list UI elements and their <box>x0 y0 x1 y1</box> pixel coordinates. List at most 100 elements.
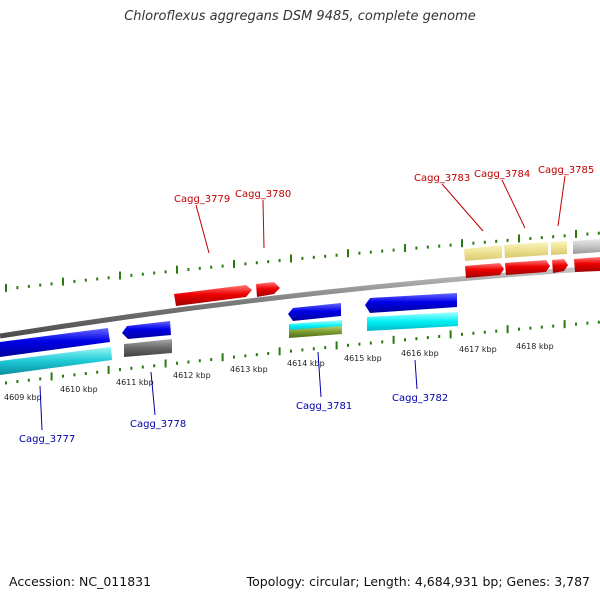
minor-tick <box>449 243 452 247</box>
minor-tick <box>575 322 577 326</box>
gene-label[interactable]: Cagg_3784 <box>474 169 530 180</box>
minor-tick <box>529 237 532 241</box>
callout-line <box>39 385 43 431</box>
minor-tick <box>415 337 418 341</box>
major-tick <box>449 330 452 339</box>
minor-tick <box>312 347 315 351</box>
gene-arrow-forward[interactable] <box>465 263 504 278</box>
minor-tick <box>39 283 42 287</box>
gene-arrow-forward[interactable] <box>574 257 600 272</box>
minor-tick <box>472 331 475 335</box>
minor-tick <box>27 378 30 382</box>
pale-feature-bar <box>464 245 502 261</box>
gene-label[interactable]: Cagg_3782 <box>392 393 448 404</box>
cyan-feature-bar <box>367 312 458 331</box>
minor-tick <box>495 239 498 243</box>
minor-tick <box>84 372 87 376</box>
genome-summary-text: Topology: circular; Length: 4,684,931 bp… <box>246 574 590 589</box>
gene-label[interactable]: Cagg_3779 <box>174 194 230 205</box>
major-tick <box>461 239 463 248</box>
gene-label[interactable]: Cagg_3785 <box>538 165 594 176</box>
forward-gene-labels: Cagg_3779 Cagg_3780 Cagg_3783 Cagg_3784 … <box>174 165 594 205</box>
major-tick <box>575 229 577 238</box>
minor-tick <box>233 355 235 359</box>
major-tick <box>506 325 509 334</box>
major-tick <box>50 372 53 381</box>
minor-tick <box>210 358 213 362</box>
minor-tick <box>27 284 30 288</box>
callout-line <box>262 199 265 249</box>
map-title: Chloroflexus aggregans DSM 9485, complet… <box>124 9 476 24</box>
minor-tick <box>267 260 270 264</box>
reverse-strand-features <box>0 293 458 375</box>
minor-tick <box>381 249 384 253</box>
minor-tick <box>221 264 224 268</box>
minor-tick <box>506 238 509 242</box>
gene-label[interactable]: Cagg_3778 <box>130 419 186 430</box>
minor-tick <box>495 329 498 333</box>
minor-tick <box>73 373 76 377</box>
minor-tick <box>415 246 418 250</box>
olive-feature-bar <box>289 326 342 338</box>
gene-arrow-forward[interactable] <box>552 259 568 273</box>
minor-tick <box>472 241 475 245</box>
minor-tick <box>301 256 304 260</box>
gene-arrow-reverse[interactable] <box>288 303 341 321</box>
gene-arrow-forward[interactable] <box>505 260 550 275</box>
minor-tick <box>244 354 247 358</box>
major-tick <box>62 277 64 286</box>
minor-tick <box>358 342 361 346</box>
callout-line <box>317 351 322 398</box>
minor-tick <box>141 365 144 369</box>
minor-tick <box>290 349 292 353</box>
minor-tick <box>141 272 144 276</box>
minor-tick <box>369 341 372 345</box>
minor-tick <box>563 234 566 238</box>
minor-tick <box>198 359 201 363</box>
gene-label[interactable]: Cagg_3783 <box>414 173 470 184</box>
minor-tick <box>96 370 99 374</box>
minor-tick <box>176 361 178 365</box>
minor-tick <box>518 327 520 331</box>
minor-tick <box>597 231 600 235</box>
minor-tick <box>255 353 258 357</box>
minor-tick <box>597 320 600 324</box>
minor-tick <box>244 262 247 266</box>
minor-tick <box>73 279 76 283</box>
callout-line <box>414 359 418 390</box>
gene-arrow-reverse[interactable] <box>0 328 110 357</box>
lower-tick-ruler <box>5 320 600 385</box>
major-tick <box>164 359 167 368</box>
reverse-gene-callouts <box>39 351 418 431</box>
minor-tick <box>130 273 133 277</box>
gene-arrow-forward[interactable] <box>174 285 252 306</box>
accession-text: Accession: NC_011831 <box>9 574 152 589</box>
minor-tick <box>347 343 349 347</box>
callout-line <box>501 179 526 229</box>
gene-arrow-reverse[interactable] <box>122 321 171 339</box>
kbp-scale-labels: 4609 kbp 4610 kbp 4611 kbp 4612 kbp 4613… <box>4 342 554 402</box>
kbp-label: 4613 kbp <box>230 365 268 374</box>
gene-arrow-forward[interactable] <box>256 282 280 297</box>
minor-tick <box>5 381 7 385</box>
cyan-feature-bar <box>0 347 112 375</box>
grey-feature-bar <box>573 239 600 254</box>
minor-tick <box>369 250 372 254</box>
minor-tick <box>586 232 589 236</box>
minor-tick <box>392 248 395 252</box>
upper-tick-ruler <box>5 229 600 292</box>
minor-tick <box>119 368 121 372</box>
minor-tick <box>153 271 156 275</box>
gene-arrow-reverse[interactable] <box>365 293 457 313</box>
minor-tick <box>540 325 543 329</box>
major-tick <box>221 353 224 362</box>
kbp-label: 4611 kbp <box>116 378 154 387</box>
gene-label[interactable]: Cagg_3777 <box>19 434 75 445</box>
minor-tick <box>198 266 201 270</box>
reverse-gene-labels: Cagg_3777 Cagg_3778 Cagg_3781 Cagg_3782 <box>19 393 448 445</box>
minor-tick <box>107 276 110 280</box>
gene-label[interactable]: Cagg_3780 <box>235 189 291 200</box>
gene-label[interactable]: Cagg_3781 <box>296 401 352 412</box>
minor-tick <box>187 360 190 364</box>
